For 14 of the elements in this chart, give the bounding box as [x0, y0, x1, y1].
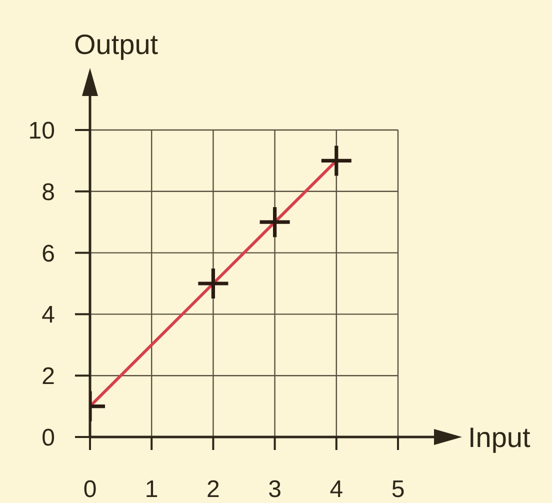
- y-tick-label: 4: [42, 302, 55, 329]
- y-axis-title: Output: [74, 29, 158, 60]
- x-tick-label: 3: [268, 476, 282, 503]
- x-axis-title: Input: [468, 422, 530, 453]
- y-tick-label: 0: [42, 424, 55, 452]
- x-tick-label: 5: [391, 476, 405, 503]
- y-tick-label: 10: [28, 118, 55, 145]
- y-tick-label: 8: [42, 178, 55, 206]
- x-tick-label: 1: [144, 476, 158, 503]
- x-tick-label: 0: [83, 476, 97, 503]
- y-tick-label: 6: [42, 240, 55, 268]
- x-tick-label: 4: [330, 476, 344, 503]
- x-tick-label: 2: [206, 476, 220, 503]
- y-tick-label: 2: [42, 363, 55, 390]
